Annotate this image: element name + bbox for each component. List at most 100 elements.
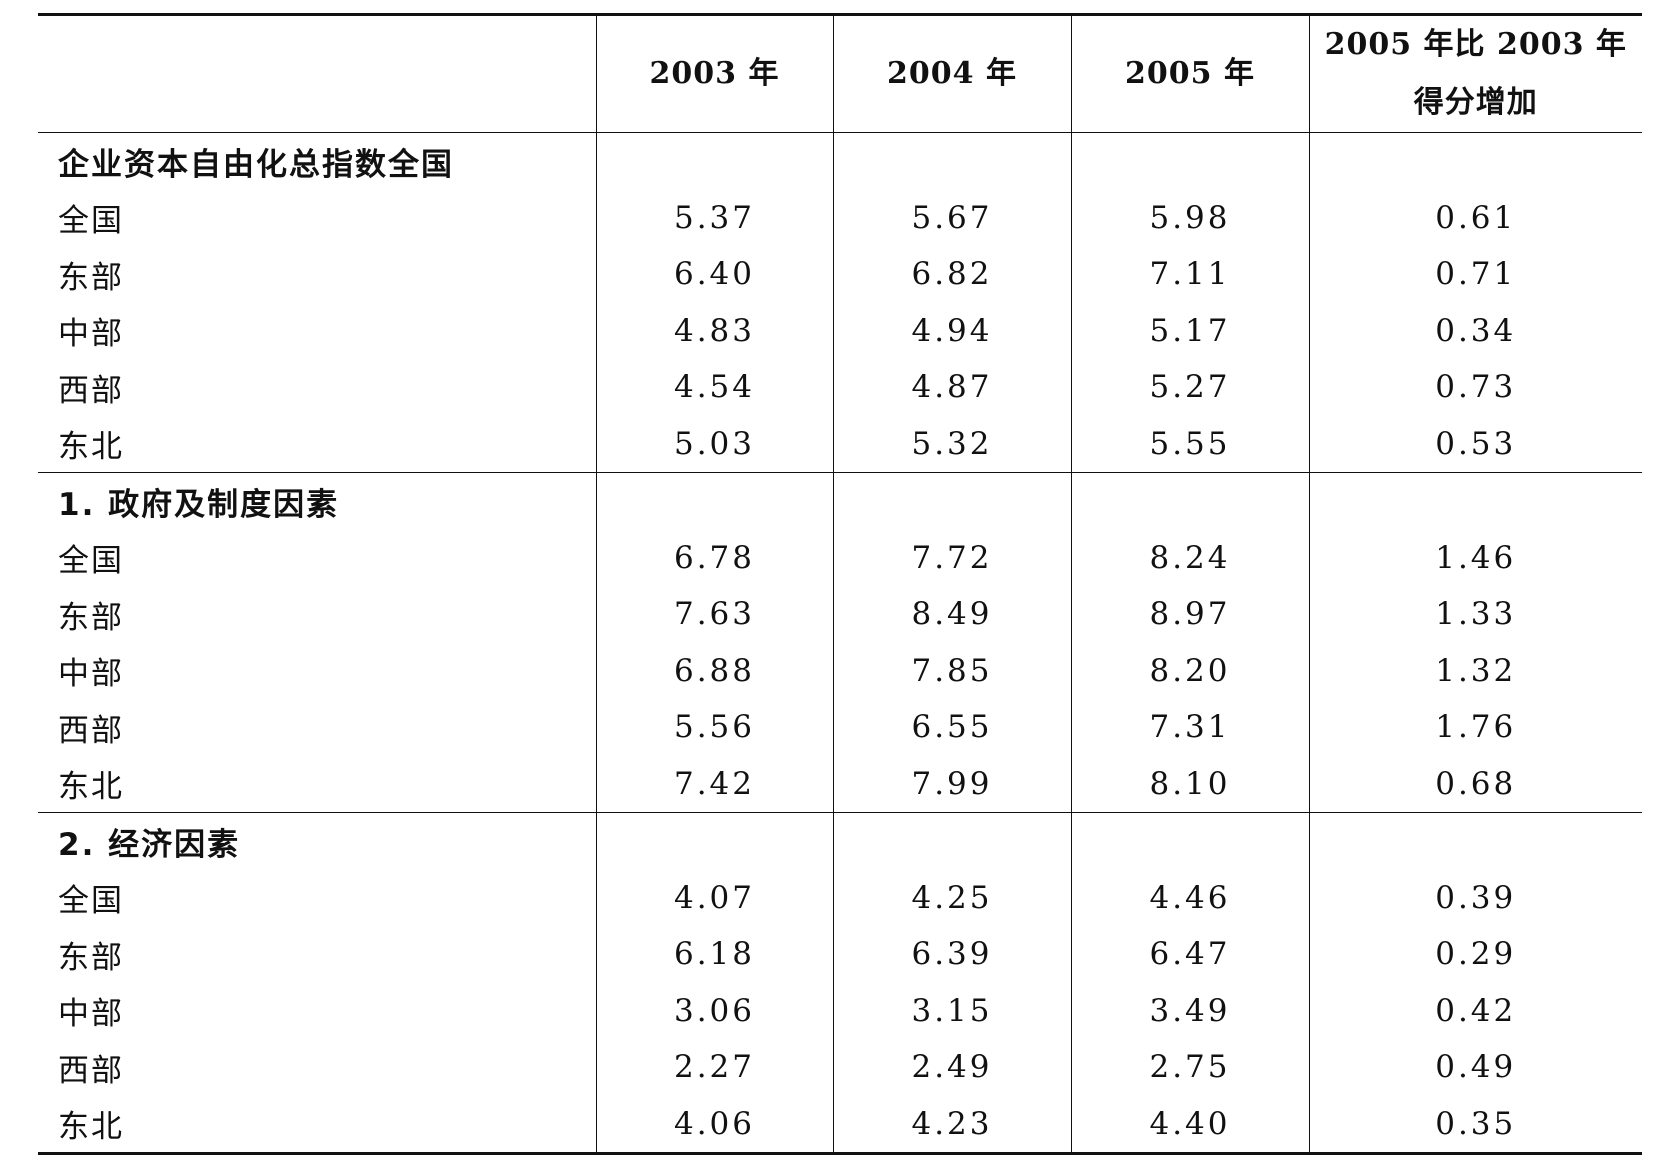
value-cell-2005: 8.20 xyxy=(1070,642,1309,699)
value-cell-increase: 0.61 xyxy=(1308,189,1642,246)
header-cell-increase: 2005 年比 2003 年 得分增加 xyxy=(1308,14,1642,133)
value-cell-2005: 7.11 xyxy=(1070,246,1309,303)
table-row: 全国 6.78 7.72 8.24 1.46 xyxy=(38,529,1642,586)
value-cell-2003: 5.03 xyxy=(595,415,833,473)
table-row: 全国 5.37 5.67 5.98 0.61 xyxy=(38,189,1642,246)
value-cell-2003: 4.06 xyxy=(595,1095,833,1154)
section-empty-cell xyxy=(1308,132,1642,190)
value-cell-increase: 1.32 xyxy=(1308,642,1642,699)
section-empty-cell xyxy=(595,132,833,190)
header-cell-2003: 2003 年 xyxy=(595,14,833,133)
table-row: 西部 2.27 2.49 2.75 0.49 xyxy=(38,1039,1642,1096)
section-empty-cell xyxy=(595,812,833,870)
value-cell-2004: 4.25 xyxy=(832,869,1071,926)
region-cell: 西部 xyxy=(58,372,124,409)
value-cell-2004: 4.23 xyxy=(832,1095,1071,1154)
section-title: 企业资本自由化总指数全国 xyxy=(58,146,454,183)
section-empty-cell xyxy=(1070,132,1309,190)
value-cell-2003: 6.88 xyxy=(595,642,833,699)
value-cell-2003: 3.06 xyxy=(595,982,833,1039)
region-cell: 中部 xyxy=(58,656,124,693)
section-header-row: 2. 经济因素 xyxy=(38,812,1642,870)
value-cell-2003: 7.63 xyxy=(595,586,833,643)
section-empty-cell xyxy=(832,132,1071,190)
value-cell-2004: 4.94 xyxy=(832,302,1071,359)
value-cell-increase: 1.76 xyxy=(1308,699,1642,756)
data-table: 2003 年 2004 年 2005 年 2005 年比 2003 年 得分增加… xyxy=(38,13,1642,1155)
section-empty-cell xyxy=(832,472,1071,530)
value-cell-2003: 4.07 xyxy=(595,869,833,926)
header-cell-2005: 2005 年 xyxy=(1070,14,1309,133)
value-cell-2005: 3.49 xyxy=(1070,982,1309,1039)
section-empty-cell xyxy=(595,472,833,530)
value-cell-2003: 6.18 xyxy=(595,926,833,983)
value-cell-2004: 7.99 xyxy=(832,755,1071,813)
region-cell: 全国 xyxy=(58,543,124,580)
value-cell-2004: 6.82 xyxy=(832,246,1071,303)
region-cell: 西部 xyxy=(58,712,124,749)
value-cell-increase: 0.34 xyxy=(1308,302,1642,359)
table-row: 东北 5.03 5.32 5.55 0.53 xyxy=(38,415,1642,473)
section-empty-cell xyxy=(832,812,1071,870)
section-empty-cell xyxy=(1070,812,1309,870)
value-cell-2005: 5.17 xyxy=(1070,302,1309,359)
region-cell: 东北 xyxy=(58,769,124,806)
region-cell: 中部 xyxy=(58,316,124,353)
value-cell-2003: 5.37 xyxy=(595,189,833,246)
value-cell-2003: 7.42 xyxy=(595,755,833,813)
value-cell-increase: 0.39 xyxy=(1308,869,1642,926)
table-row: 中部 4.83 4.94 5.17 0.34 xyxy=(38,302,1642,359)
header-increase-line1: 2005 年比 2003 年 xyxy=(1324,27,1627,62)
table-row: 全国 4.07 4.25 4.46 0.39 xyxy=(38,869,1642,926)
header-row: 2003 年 2004 年 2005 年 2005 年比 2003 年 得分增加 xyxy=(38,14,1642,133)
header-increase-line2: 得分增加 xyxy=(1413,85,1538,120)
value-cell-2004: 7.85 xyxy=(832,642,1071,699)
table-body: 企业资本自由化总指数全国 全国 5.37 5.67 5.98 0.61 东部 6.40 6.82… xyxy=(38,132,1642,1154)
value-cell-2004: 8.49 xyxy=(832,586,1071,643)
value-cell-2005: 2.75 xyxy=(1070,1039,1309,1096)
region-cell: 东部 xyxy=(58,259,124,296)
value-cell-2005: 8.24 xyxy=(1070,529,1309,586)
value-cell-2003: 6.40 xyxy=(595,246,833,303)
table-row: 东北 4.06 4.23 4.40 0.35 xyxy=(38,1095,1642,1154)
table-header: 2003 年 2004 年 2005 年 2005 年比 2003 年 得分增加 xyxy=(38,14,1642,133)
value-cell-2004: 2.49 xyxy=(832,1039,1071,1096)
table-row: 东部 7.63 8.49 8.97 1.33 xyxy=(38,586,1642,643)
value-cell-2005: 8.97 xyxy=(1070,586,1309,643)
value-cell-2004: 6.55 xyxy=(832,699,1071,756)
value-cell-2003: 2.27 xyxy=(595,1039,833,1096)
table-row: 西部 4.54 4.87 5.27 0.73 xyxy=(38,359,1642,416)
data-table-container: 2003 年 2004 年 2005 年 2005 年比 2003 年 得分增加… xyxy=(38,13,1642,1155)
value-cell-2003: 4.83 xyxy=(595,302,833,359)
value-cell-2004: 6.39 xyxy=(832,926,1071,983)
region-cell: 东部 xyxy=(58,599,124,636)
value-cell-2004: 5.32 xyxy=(832,415,1071,473)
value-cell-increase: 1.33 xyxy=(1308,586,1642,643)
value-cell-increase: 1.46 xyxy=(1308,529,1642,586)
table-row: 东北 7.42 7.99 8.10 0.68 xyxy=(38,755,1642,813)
value-cell-increase: 0.35 xyxy=(1308,1095,1642,1154)
region-cell: 东部 xyxy=(58,939,124,976)
table-row: 东部 6.18 6.39 6.47 0.29 xyxy=(38,926,1642,983)
section-header-row: 1. 政府及制度因素 xyxy=(38,472,1642,530)
region-cell: 西部 xyxy=(58,1052,124,1089)
region-cell: 东北 xyxy=(58,429,124,466)
region-cell: 全国 xyxy=(58,203,124,240)
section-empty-cell xyxy=(1070,472,1309,530)
section-header-row: 企业资本自由化总指数全国 xyxy=(38,132,1642,190)
value-cell-increase: 0.42 xyxy=(1308,982,1642,1039)
table-row: 东部 6.40 6.82 7.11 0.71 xyxy=(38,246,1642,303)
value-cell-2005: 5.55 xyxy=(1070,415,1309,473)
section-title: 1. 政府及制度因素 xyxy=(58,486,340,523)
section-title: 2. 经济因素 xyxy=(58,826,241,863)
value-cell-2005: 4.40 xyxy=(1070,1095,1309,1154)
value-cell-2004: 7.72 xyxy=(832,529,1071,586)
value-cell-2005: 8.10 xyxy=(1070,755,1309,813)
value-cell-2003: 5.56 xyxy=(595,699,833,756)
value-cell-increase: 0.49 xyxy=(1308,1039,1642,1096)
section-empty-cell xyxy=(1308,812,1642,870)
value-cell-increase: 0.73 xyxy=(1308,359,1642,416)
value-cell-2004: 4.87 xyxy=(832,359,1071,416)
value-cell-2003: 4.54 xyxy=(595,359,833,416)
value-cell-increase: 0.71 xyxy=(1308,246,1642,303)
